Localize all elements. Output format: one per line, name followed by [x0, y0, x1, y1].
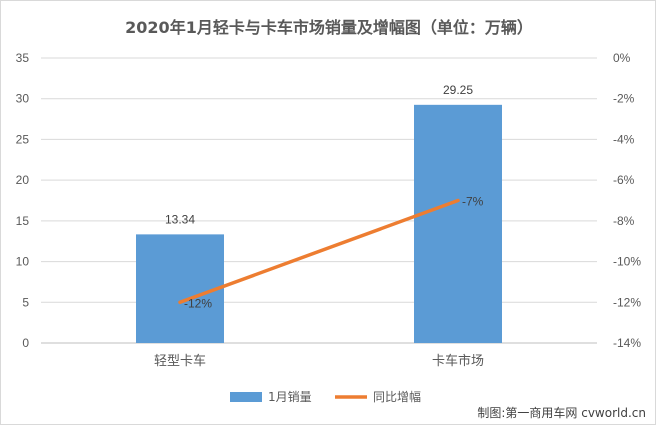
left-tick-label: 5 — [22, 295, 29, 309]
right-tick-label: -8% — [613, 214, 635, 228]
line-series — [178, 198, 460, 305]
right-tick-label: -2% — [613, 92, 635, 106]
right-axis: -14% -12% -10% -8% -6% -4% -2% 0% — [613, 51, 641, 350]
legend-swatch-bar — [230, 392, 262, 402]
right-tick-label: -6% — [613, 173, 635, 187]
right-tick-label: -12% — [613, 295, 641, 309]
right-tick-label: -10% — [613, 255, 641, 269]
left-tick-label: 0 — [22, 336, 29, 350]
bar — [136, 234, 224, 343]
left-axis: 0 5 10 15 20 25 30 35 — [16, 51, 30, 350]
gridlines — [41, 57, 597, 344]
legend: 1月销量 同比增幅 — [230, 389, 421, 404]
series-line — [178, 198, 460, 305]
category-label: 卡车市场 — [432, 353, 484, 369]
line-data-label: -7% — [462, 195, 484, 209]
left-tick-label: 30 — [16, 92, 30, 106]
bar — [414, 104, 502, 343]
right-tick-label: -14% — [613, 336, 641, 350]
credit-text: 制图:第一商用车网 cvworld.cn — [477, 405, 646, 420]
legend-label: 同比增幅 — [373, 389, 421, 404]
line-data-label: -12% — [184, 296, 212, 310]
legend-label: 1月销量 — [268, 390, 312, 404]
left-tick-label: 35 — [16, 51, 30, 65]
category-axis: 轻型卡车 卡车市场 — [154, 353, 484, 369]
chart-title: 2020年1月轻卡与卡车市场销量及增幅图（单位：万辆） — [125, 18, 533, 37]
bar-series — [136, 104, 502, 343]
right-tick-label: -4% — [613, 132, 635, 146]
line-point — [178, 300, 182, 304]
left-tick-label: 10 — [16, 255, 30, 269]
left-tick-label: 20 — [16, 173, 30, 187]
left-tick-label: 15 — [16, 214, 30, 228]
right-tick-label: 0% — [613, 51, 631, 65]
bar-data-label: 13.34 — [165, 212, 195, 226]
left-tick-label: 25 — [16, 132, 30, 146]
line-point — [456, 199, 460, 202]
data-labels: 13.34 29.25 -12% -7% — [165, 83, 484, 310]
bar-data-label: 29.25 — [443, 83, 473, 97]
category-label: 轻型卡车 — [154, 353, 206, 369]
